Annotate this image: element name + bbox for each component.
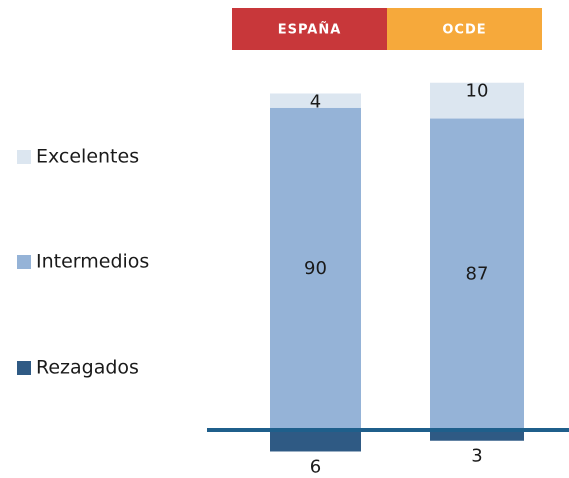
- value-label: 10: [466, 81, 489, 102]
- bar-segment: [430, 82, 524, 119]
- bar-segment: [430, 430, 524, 441]
- category-label: OCDE: [442, 23, 486, 38]
- value-label: 87: [466, 263, 489, 284]
- legend-label: Rezagados: [36, 357, 139, 379]
- legend-swatch: [17, 361, 31, 375]
- legend-swatch: [17, 255, 31, 269]
- legend-swatch: [17, 150, 31, 164]
- legend-label: Excelentes: [36, 146, 139, 168]
- category-header: [387, 8, 542, 50]
- bar-segment: [270, 430, 361, 452]
- bar-segment: [430, 118, 524, 430]
- legend-label: Intermedios: [36, 251, 149, 273]
- value-label: 3: [471, 446, 482, 467]
- value-label: 90: [304, 258, 327, 279]
- baseline: [207, 428, 569, 432]
- category-label: ESPAÑA: [278, 22, 342, 38]
- value-label: 6: [310, 456, 321, 477]
- bar-segment: [270, 107, 361, 431]
- value-label: 4: [310, 91, 321, 112]
- category-header: [232, 8, 387, 50]
- bar-segment: [270, 93, 361, 108]
